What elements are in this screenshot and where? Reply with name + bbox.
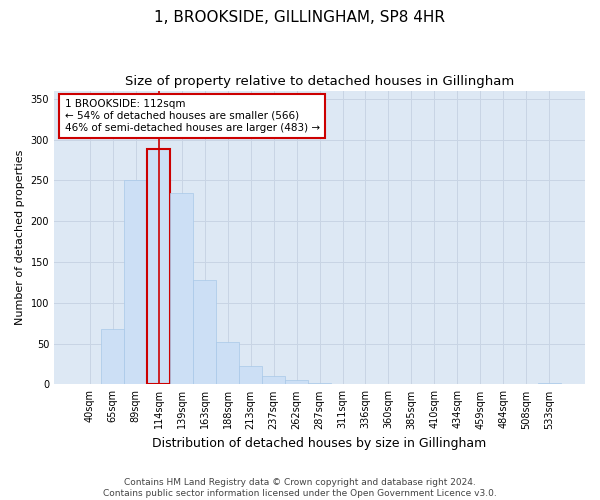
Bar — [101, 329, 124, 384]
Bar — [262, 376, 285, 384]
Bar — [193, 280, 216, 384]
Text: Contains HM Land Registry data © Crown copyright and database right 2024.
Contai: Contains HM Land Registry data © Crown c… — [103, 478, 497, 498]
Bar — [147, 150, 170, 384]
Text: 1, BROOKSIDE, GILLINGHAM, SP8 4HR: 1, BROOKSIDE, GILLINGHAM, SP8 4HR — [155, 10, 445, 25]
X-axis label: Distribution of detached houses by size in Gillingham: Distribution of detached houses by size … — [152, 437, 487, 450]
Text: 1 BROOKSIDE: 112sqm
← 54% of detached houses are smaller (566)
46% of semi-detac: 1 BROOKSIDE: 112sqm ← 54% of detached ho… — [65, 100, 320, 132]
Bar — [538, 383, 561, 384]
Bar — [124, 180, 147, 384]
Bar — [239, 366, 262, 384]
Y-axis label: Number of detached properties: Number of detached properties — [15, 150, 25, 325]
Bar — [308, 383, 331, 384]
Bar — [170, 192, 193, 384]
Bar — [216, 342, 239, 384]
Bar — [285, 380, 308, 384]
Title: Size of property relative to detached houses in Gillingham: Size of property relative to detached ho… — [125, 75, 514, 88]
